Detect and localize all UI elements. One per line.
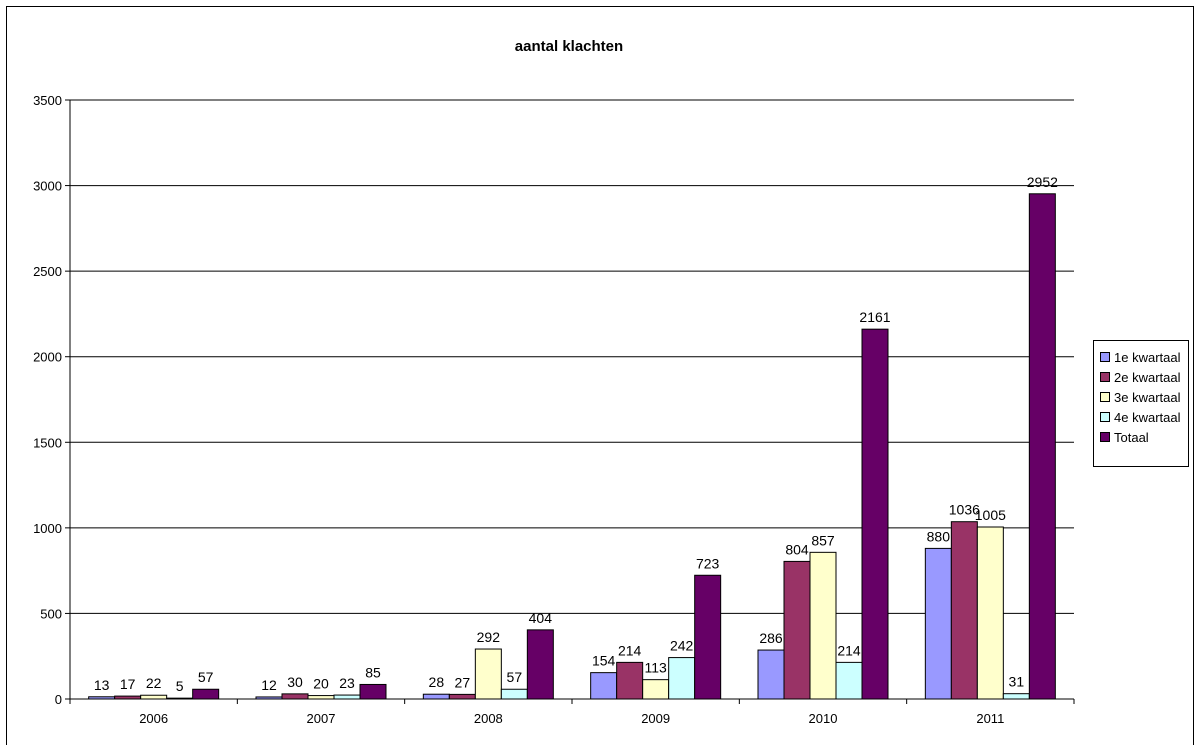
data-label: 85 (365, 664, 381, 680)
data-label: 12 (261, 677, 277, 693)
bar (192, 688, 220, 700)
data-label: 214 (837, 642, 861, 658)
bar (950, 521, 978, 700)
legend-swatch (1100, 412, 1110, 422)
data-label: 804 (785, 541, 809, 557)
bar (861, 328, 889, 700)
x-tick-label: 2007 (307, 711, 336, 726)
chart-area: aantal klachten 13 17 22 5 57 12 30 20 23 85 28 27 2… (6, 6, 1194, 745)
x-tick-label: 2006 (139, 711, 168, 726)
data-label: 57 (198, 669, 214, 685)
data-label: 28 (429, 674, 445, 690)
legend-swatch (1100, 432, 1110, 442)
legend-item: 2e kwartaal (1100, 367, 1188, 387)
legend-item: 4e kwartaal (1100, 407, 1188, 427)
bar (1028, 193, 1056, 700)
data-label: 857 (811, 532, 835, 548)
data-label: 17 (120, 676, 136, 692)
y-tick-label: 3500 (33, 93, 62, 108)
data-label: 2952 (1027, 174, 1058, 190)
data-label: 27 (455, 674, 471, 690)
y-tick-label: 3000 (33, 179, 62, 194)
bars (88, 193, 1056, 700)
data-label: 880 (927, 528, 951, 544)
legend-label: 3e kwartaal (1114, 389, 1181, 405)
y-tick-label: 0 (55, 692, 62, 707)
bar (757, 649, 785, 700)
legend-label: 4e kwartaal (1114, 409, 1181, 425)
chart-title: aantal klachten (515, 38, 623, 55)
data-label: 23 (339, 675, 355, 691)
data-label: 20 (313, 676, 329, 692)
data-label: 113 (645, 660, 668, 676)
axes: 0 500 1000 1500 2000 2500 3000 3500 2006 2007 2008… (33, 93, 1075, 726)
bar (642, 679, 670, 700)
legend-swatch (1100, 372, 1110, 382)
data-label: 13 (94, 677, 110, 693)
data-label: 1005 (975, 507, 1006, 523)
bar (474, 648, 502, 700)
data-label: 31 (1009, 674, 1025, 690)
bar (809, 551, 837, 700)
data-label: 1036 (949, 502, 980, 518)
bar (526, 629, 554, 700)
data-label: 723 (696, 555, 720, 571)
bar (924, 547, 952, 700)
bar (783, 560, 811, 700)
x-tick-label: 2009 (641, 711, 670, 726)
bar (616, 661, 644, 700)
legend-label: 1e kwartaal (1114, 349, 1181, 365)
legend-label: 2e kwartaal (1114, 369, 1181, 385)
data-label: 286 (759, 630, 783, 646)
legend-item: 3e kwartaal (1100, 387, 1188, 407)
data-label: 2161 (859, 309, 890, 325)
x-tick-label: 2010 (809, 711, 838, 726)
legend: 1e kwartaal 2e kwartaal 3e kwartaal 4e kwar… (1093, 340, 1189, 467)
bar (590, 672, 618, 700)
data-label: 154 (592, 653, 616, 669)
bar-chart: aantal klachten 13 17 22 5 57 12 30 20 23 85 28 27 2… (33, 38, 1075, 726)
bar (333, 694, 361, 700)
data-label: 404 (529, 610, 553, 626)
bar (281, 693, 309, 700)
data-label: 242 (670, 638, 694, 654)
bar (668, 657, 696, 700)
legend-swatch (1100, 352, 1110, 362)
data-label: 214 (618, 642, 642, 658)
data-label: 30 (287, 674, 303, 690)
legend-swatch (1100, 392, 1110, 402)
bar (500, 688, 528, 700)
legend-item: Totaal (1100, 427, 1188, 447)
bar (307, 695, 335, 700)
bar (422, 693, 450, 700)
bar (359, 683, 387, 700)
y-tick-label: 2500 (33, 264, 62, 279)
x-tick-label: 2008 (474, 711, 503, 726)
gridlines (70, 99, 1074, 614)
bar (1002, 693, 1030, 700)
x-tick-label: 2011 (976, 711, 1004, 726)
bar (694, 574, 722, 700)
y-tick-label: 2000 (33, 350, 62, 365)
bar (976, 526, 1004, 700)
data-label: 22 (146, 675, 162, 691)
data-label: 5 (176, 678, 184, 694)
y-tick-label: 1000 (33, 521, 62, 536)
bar (140, 694, 168, 700)
legend-item: 1e kwartaal (1100, 347, 1188, 367)
bar (448, 693, 476, 700)
data-label: 292 (477, 629, 501, 645)
y-tick-label: 500 (40, 606, 62, 621)
data-label: 57 (507, 669, 523, 685)
legend-label: Totaal (1114, 429, 1149, 445)
bar (835, 661, 863, 700)
y-tick-label: 1500 (33, 435, 62, 450)
